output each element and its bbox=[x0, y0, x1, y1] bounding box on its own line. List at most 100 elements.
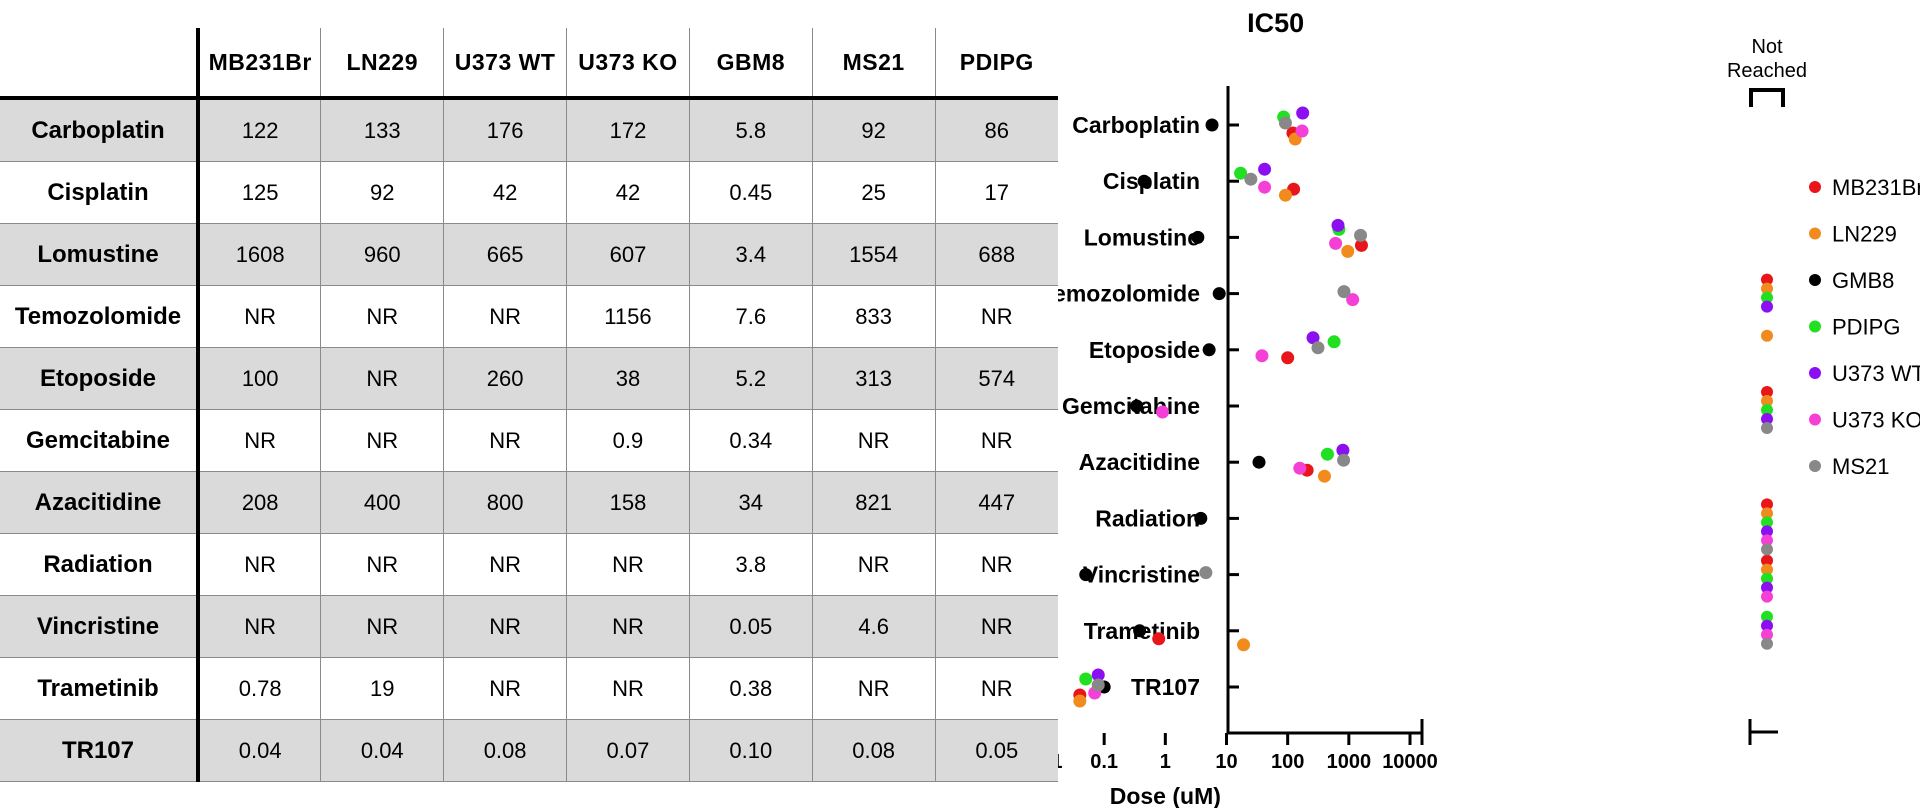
table-cell: 0.08 bbox=[443, 719, 567, 782]
data-point bbox=[1354, 228, 1368, 242]
table-cell: 86 bbox=[934, 97, 1058, 162]
data-point-not-reached bbox=[1761, 516, 1773, 529]
data-point bbox=[1212, 287, 1226, 301]
table-cell: NR bbox=[811, 409, 936, 472]
table-cell: 0.45 bbox=[688, 161, 813, 224]
row-header-drug: Azacitidine bbox=[0, 471, 198, 534]
data-point bbox=[1234, 166, 1248, 180]
table-cell: 100 bbox=[196, 347, 321, 410]
data-point bbox=[1191, 230, 1205, 244]
table-cell: 313 bbox=[811, 347, 936, 410]
row-header-drug: Temozolomide bbox=[0, 285, 198, 348]
data-point bbox=[1341, 244, 1355, 258]
legend-marker bbox=[1809, 413, 1821, 426]
table-cell: 172 bbox=[566, 97, 690, 162]
data-point bbox=[1244, 172, 1258, 186]
table-row: Gemcitabine NR NR NR 0.9 0.34 NR NR bbox=[0, 409, 1058, 472]
table-cell: NR bbox=[196, 409, 321, 472]
data-point bbox=[1336, 443, 1350, 457]
column-header: LN229 bbox=[320, 28, 444, 100]
row-header-drug: Etoposide bbox=[0, 347, 198, 410]
table-cell: 5.2 bbox=[688, 347, 813, 410]
x-tick-label: 10 bbox=[1215, 751, 1237, 773]
data-point-not-reached bbox=[1761, 498, 1773, 511]
data-point bbox=[1137, 174, 1151, 188]
x-tick-label: 1000 bbox=[1327, 751, 1372, 773]
legend-marker bbox=[1809, 274, 1821, 286]
table-cell: 447 bbox=[934, 471, 1058, 534]
x-tick-label: 1 bbox=[1160, 751, 1171, 773]
y-tick-label: Vincristine bbox=[1083, 562, 1200, 588]
not-reached-label: Reached bbox=[1727, 60, 1807, 82]
ic50-scatter-chart: IC50 Carboplatin Cisplatin Lomustine Temozol… bbox=[1058, 8, 1920, 808]
table-row: Trametinib 0.78 19 NR NR 0.38 NR NR bbox=[0, 657, 1058, 720]
data-point-not-reached bbox=[1761, 404, 1773, 416]
data-point bbox=[1255, 349, 1269, 363]
table-cell: 17 bbox=[934, 161, 1058, 224]
table-cell: NR bbox=[811, 533, 936, 596]
table-cell: 0.78 bbox=[196, 657, 321, 720]
table-cell: 19 bbox=[320, 657, 444, 720]
x-tick-label: 0.01 bbox=[1058, 751, 1062, 773]
data-point bbox=[1278, 188, 1292, 202]
ic50-table: MB231Br LN229 U373 WT U373 KO GBM8 MS21 PDIPG … bbox=[0, 28, 1058, 782]
table-cell: 5.8 bbox=[688, 97, 813, 162]
column-header: MB231Br bbox=[196, 28, 321, 100]
legend-label: MB231Br bbox=[1832, 175, 1920, 200]
data-point bbox=[1327, 335, 1341, 349]
table-cell: NR bbox=[320, 285, 444, 348]
data-point bbox=[1152, 632, 1166, 646]
ic50-chart-panel: IC50 Carboplatin Cisplatin Lomustine Temozol… bbox=[1058, 0, 1920, 808]
table-cell: 0.05 bbox=[934, 719, 1058, 782]
column-header: GBM8 bbox=[688, 28, 813, 100]
table-cell: 0.07 bbox=[566, 719, 690, 782]
y-tick-label: Temozolomide bbox=[1058, 281, 1200, 307]
row-header-drug: Trametinib bbox=[0, 657, 198, 720]
table-cell: 3.8 bbox=[688, 533, 813, 596]
legend-marker bbox=[1809, 460, 1821, 472]
y-tick-label: TR107 bbox=[1131, 674, 1200, 700]
x-tick-label: 0.1 bbox=[1090, 751, 1118, 773]
data-point bbox=[1073, 694, 1087, 708]
table-cell: 607 bbox=[566, 223, 690, 286]
data-point-not-reached bbox=[1761, 543, 1773, 556]
row-header-drug: Lomustine bbox=[0, 223, 198, 286]
table-cell: NR bbox=[196, 285, 321, 348]
legend-marker bbox=[1809, 367, 1821, 379]
row-header-drug: Vincristine bbox=[0, 595, 198, 658]
table-body: Carboplatin 122 133 176 172 5.8 92 86 Cisplatin 1… bbox=[0, 97, 1058, 782]
column-header: U373 WT bbox=[443, 28, 567, 100]
table-row: Etoposide 100 NR 260 38 5.2 313 574 bbox=[0, 347, 1058, 410]
table-cell: NR bbox=[443, 285, 567, 348]
data-point-not-reached bbox=[1761, 581, 1773, 594]
data-point bbox=[1079, 672, 1093, 686]
table-cell: 0.10 bbox=[688, 719, 813, 782]
table-cell: NR bbox=[566, 657, 690, 720]
data-point-not-reached bbox=[1761, 534, 1773, 547]
data-point bbox=[1293, 461, 1307, 475]
data-point-not-reached bbox=[1761, 282, 1773, 295]
data-point bbox=[1194, 511, 1208, 525]
data-point bbox=[1199, 566, 1213, 580]
data-point bbox=[1331, 218, 1345, 232]
table-cell: NR bbox=[443, 595, 567, 658]
table-row: TR107 0.04 0.04 0.08 0.07 0.10 0.08 0.05 bbox=[0, 719, 1058, 782]
table-cell: 176 bbox=[443, 97, 567, 162]
table-cell: NR bbox=[320, 347, 444, 410]
table-cell: 42 bbox=[443, 161, 567, 224]
data-point-not-reached bbox=[1761, 386, 1773, 398]
table-cell: 25 bbox=[811, 161, 936, 224]
data-point bbox=[1202, 343, 1216, 357]
table-cell: 821 bbox=[811, 471, 936, 534]
legend-label: PDIPG bbox=[1832, 315, 1900, 340]
table-cell: NR bbox=[934, 595, 1058, 658]
table-cell: 34 bbox=[688, 471, 813, 534]
not-reached-label: Not bbox=[1751, 36, 1783, 58]
table-row: Temozolomide NR NR NR 1156 7.6 833 NR bbox=[0, 285, 1058, 348]
y-tick-label: Carboplatin bbox=[1072, 112, 1200, 138]
legend-label: GMB8 bbox=[1832, 268, 1894, 293]
chart-title: IC50 bbox=[1247, 8, 1304, 38]
column-header: U373 KO bbox=[566, 28, 690, 100]
x-tick-label: 10000 bbox=[1382, 751, 1438, 773]
table-cell: 92 bbox=[320, 161, 444, 224]
